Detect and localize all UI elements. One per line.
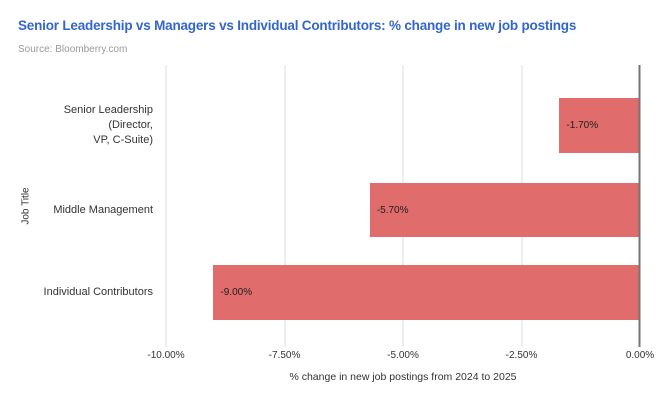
- category-label: Senior Leadership (Director, VP, C-Suite…: [63, 104, 153, 146]
- bar: -1.70%: [559, 98, 640, 153]
- gridline: [284, 65, 285, 347]
- plot-area: -1.70% -5.70% -9.00%: [165, 65, 641, 347]
- x-tick-label: -7.50%: [268, 350, 301, 361]
- gridline: [165, 65, 167, 347]
- category-label: Individual Contributors: [43, 286, 153, 299]
- x-tick-label: -2.50%: [505, 350, 538, 361]
- x-tick-label: -10.00%: [147, 350, 185, 361]
- bar: -5.70%: [369, 183, 640, 237]
- category-label: Middle Management: [53, 203, 153, 216]
- bar: -9.00%: [213, 265, 640, 320]
- bar-value-label: -5.70%: [376, 204, 409, 216]
- bar-value-label: -1.70%: [566, 120, 599, 131]
- chart-source: Source: Bloomberry.com: [18, 44, 128, 55]
- x-axis-title: % change in new job postings from 2024 t…: [289, 371, 517, 383]
- x-tick-label: -5.00%: [387, 350, 419, 361]
- bar-value-label: -9.00%: [220, 287, 253, 298]
- x-axis-ticks: -10.00% -7.50% -5.00% -2.50% 0.00%: [147, 350, 654, 364]
- x-tick-label: 0.00%: [625, 350, 655, 361]
- chart-title: Senior Leadership vs Managers vs Individ…: [18, 18, 577, 33]
- category-labels: Senior Leadership (Director, VP, C-Suite…: [0, 65, 159, 347]
- zero-axis-line: [638, 65, 641, 347]
